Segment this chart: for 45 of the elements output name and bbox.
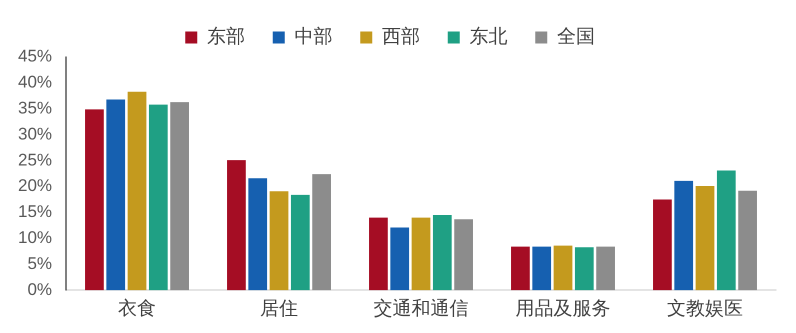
x-tick-label: 居住 [260, 298, 298, 320]
legend-label: 东部 [206, 25, 245, 48]
bar [653, 200, 672, 290]
y-tick-label: 30% [18, 124, 52, 144]
bar [532, 246, 552, 290]
bar [85, 109, 104, 290]
legend-label: 全国 [556, 26, 595, 48]
y-tick-label: 40% [18, 72, 52, 92]
bar [716, 170, 736, 290]
bar [674, 180, 694, 290]
bar [696, 186, 714, 290]
bar [574, 247, 594, 290]
legend-label: 中部 [294, 25, 332, 48]
y-tick-label: 15% [18, 202, 52, 222]
x-tick-label: 衣食 [118, 298, 156, 320]
y-tick-label: 35% [18, 98, 52, 118]
x-tick-label: 用品及服务 [516, 298, 611, 320]
y-tick-label: 0% [27, 280, 52, 299]
bar [412, 218, 430, 290]
x-tick-label: 交通和通信 [374, 298, 469, 320]
bar [106, 99, 126, 290]
bar [170, 102, 189, 290]
y-tick-label: 10% [18, 228, 52, 248]
bar [270, 191, 288, 290]
bar [432, 215, 452, 290]
x-tick-label: 文教娱医 [667, 298, 744, 320]
y-tick-label: 45% [18, 46, 52, 66]
bar [290, 194, 310, 290]
bar [248, 178, 268, 290]
legend-label: 西部 [382, 25, 420, 48]
bar [128, 92, 146, 290]
bar [454, 219, 473, 290]
bar [511, 246, 530, 290]
y-tick-label: 5% [27, 254, 52, 273]
bar [390, 227, 410, 290]
bar [554, 246, 572, 290]
legend-label: 东北 [469, 26, 508, 48]
bar [738, 190, 757, 290]
bar [369, 218, 388, 290]
bar [596, 246, 615, 290]
bar [227, 160, 246, 290]
y-tick-label: 20% [18, 176, 52, 196]
y-tick-label: 25% [18, 150, 52, 170]
bar [148, 104, 168, 290]
bar [312, 174, 331, 290]
